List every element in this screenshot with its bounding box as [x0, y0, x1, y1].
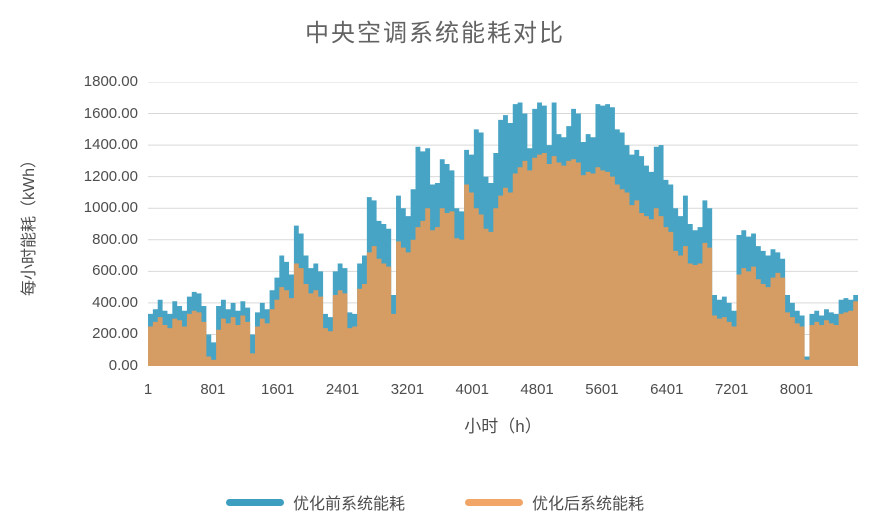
plot-area: [148, 82, 858, 366]
x-tick-label: 4001: [455, 381, 489, 398]
x-tick-label: 8001: [779, 381, 814, 398]
x-axis-title: 小时（h）: [464, 417, 542, 436]
y-tick-label: 200.00: [92, 325, 138, 343]
legend-item-before-optimization: 优化前系统能耗: [225, 490, 405, 514]
x-tick-label: 4801: [520, 381, 554, 398]
y-tick-label: 400.00: [92, 293, 138, 311]
x-tick-label: 7201: [714, 381, 749, 398]
legend-item-after-optimization: 优化后系统能耗: [465, 490, 644, 514]
y-tick-label: 800.00: [92, 230, 138, 248]
x-tick-label: 5601: [585, 381, 619, 398]
y-tick-label: 0.00: [108, 357, 138, 374]
series-area-after-optimization: [148, 153, 858, 366]
x-tick-label: 2401: [325, 381, 360, 398]
y-tick-label: 1600.00: [83, 104, 138, 122]
y-tick-label: 600.00: [92, 262, 138, 280]
y-tick-label: 1400.00: [83, 136, 138, 154]
chart-title: 中央空调系统能耗对比: [305, 20, 565, 47]
y-tick-label: 1000.00: [83, 199, 138, 217]
legend-line-marker-before: [225, 498, 284, 506]
x-tick-label: 801: [200, 381, 226, 398]
y-tick-label: 1200.00: [83, 167, 138, 185]
legend: 优化前系统能耗 优化后系统能耗: [0, 490, 870, 514]
x-tick-label: 1: [143, 381, 153, 398]
x-tick-label: 6401: [650, 381, 684, 398]
legend-label-after: 优化后系统能耗: [532, 496, 645, 513]
legend-line-marker-after: [465, 498, 523, 506]
legend-label-before: 优化前系统能耗: [292, 496, 405, 513]
x-tick-label: 3201: [390, 381, 425, 398]
y-tick-label: 1800.00: [83, 73, 138, 90]
x-tick-label: 1601: [261, 381, 295, 398]
